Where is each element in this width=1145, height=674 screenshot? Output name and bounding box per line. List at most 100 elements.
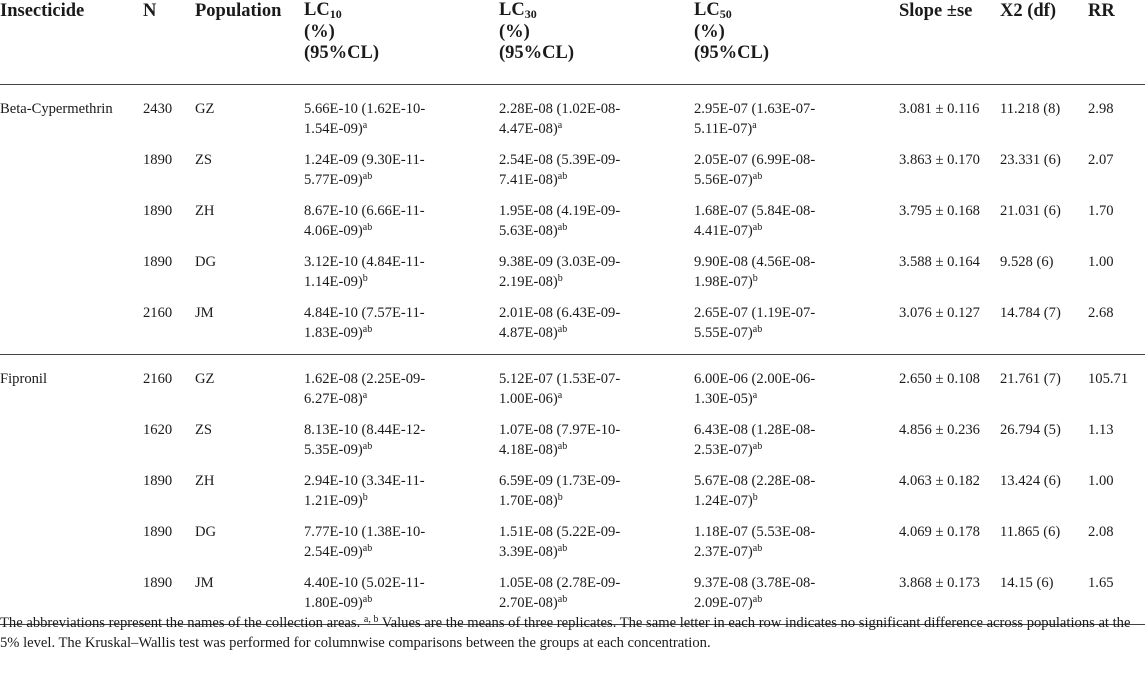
lc30-value: 2.01E-08 (6.43E-09- 4.87E-08)ab	[499, 303, 657, 343]
cell-insecticide	[0, 190, 143, 241]
cell-lc10: 3.12E-10 (4.84E-11- 1.14E-09)b	[304, 241, 499, 292]
header-x2: X2 (df)	[1000, 0, 1088, 85]
cell-lc10: 1.62E-08 (2.25E-09- 6.27E-08)a	[304, 355, 499, 410]
lc30-significance: a	[557, 390, 563, 401]
cell-slope: 3.863 ± 0.170	[899, 152, 980, 168]
lc10-line1: 7.77E-10 (1.38E-10-	[304, 524, 426, 540]
lc50-value: 6.43E-08 (1.28E-08- 2.53E-07)ab	[694, 420, 852, 460]
table-row: 1890 ZH 2.94E-10 (3.34E-11- 1.21E-09)b 6.59…	[0, 460, 1145, 511]
lc50-significance: ab	[752, 222, 763, 233]
table-row: 2160 JM 4.84E-10 (7.57E-11- 1.83E-09)ab 2.0…	[0, 292, 1145, 355]
lc50-line1: 2.65E-07 (1.19E-07-	[694, 305, 816, 321]
cell-rr: 1.70	[1088, 203, 1114, 219]
footnote-part1: The abbreviations represent the names of…	[0, 615, 361, 631]
lc10-value: 1.24E-09 (9.30E-11- 5.77E-09)ab	[304, 150, 462, 190]
cell-n: 1890	[143, 152, 173, 168]
lc30-value: 1.07E-08 (7.97E-10- 4.18E-08)ab	[499, 420, 657, 460]
lc30-line1: 1.95E-08 (4.19E-09-	[499, 203, 621, 219]
lc10-value: 4.84E-10 (7.57E-11- 1.83E-09)ab	[304, 303, 462, 343]
header-insecticide: Insecticide	[0, 0, 143, 85]
cell-population: GZ	[195, 371, 215, 387]
cell-population: JM	[195, 292, 304, 355]
cell-x2: 13.424 (6)	[1000, 473, 1061, 489]
cell-insecticide	[0, 139, 143, 190]
lc10-line1: 2.94E-10 (3.34E-11-	[304, 473, 425, 489]
cell-lc30: 2.54E-08 (5.39E-09- 7.41E-08)ab	[499, 139, 694, 190]
lc10-line1: 4.84E-10 (7.57E-11-	[304, 305, 425, 321]
lc50-value: 9.90E-08 (4.56E-08- 1.98E-07)b	[694, 252, 852, 292]
cell-lc50: 5.67E-08 (2.28E-08- 1.24E-07)b	[694, 460, 899, 511]
cell-lc50: 2.65E-07 (1.19E-07- 5.55E-07)ab	[694, 292, 899, 355]
lc30-line1: 2.01E-08 (6.43E-09-	[499, 305, 621, 321]
toxicity-table: Insecticide N Population LC10 (%) (95%CL…	[0, 0, 1145, 625]
table-row: 1890 DG 3.12E-10 (4.84E-11- 1.14E-09)b 9.38…	[0, 241, 1145, 292]
cell-slope: 3.868 ± 0.173	[899, 562, 1000, 625]
lc10-value: 2.94E-10 (3.34E-11- 1.21E-09)b	[304, 471, 462, 511]
cell-lc30: 9.38E-09 (3.03E-09- 2.19E-08)b	[499, 241, 694, 292]
cell-population: ZH	[195, 203, 215, 219]
header-n: N	[143, 0, 195, 85]
lc10-significance: ab	[362, 594, 373, 605]
lc10-value: 8.67E-10 (6.66E-11- 4.06E-09)ab	[304, 201, 462, 241]
table-row: 1890 ZH 8.67E-10 (6.66E-11- 4.06E-09)ab 1.9…	[0, 190, 1145, 241]
lc10-line2: 1.14E-09)	[304, 274, 363, 290]
cell-slope: 3.588 ± 0.164	[899, 254, 980, 270]
table-body: Beta-Cypermethrin 2430 GZ 5.66E-10 (1.62E-1…	[0, 85, 1145, 625]
lc50-significance: ab	[752, 171, 763, 182]
cell-x2: 21.761 (7)	[1000, 371, 1061, 387]
lc50-value: 2.05E-07 (6.99E-08- 5.56E-07)ab	[694, 150, 852, 190]
lc30-line2: 2.70E-08)	[499, 595, 558, 611]
lc30-significance: ab	[557, 324, 568, 335]
cell-population: DG	[195, 254, 217, 270]
cell-insecticide	[0, 241, 143, 292]
cell-rr: 2.98	[1088, 101, 1114, 117]
cell-lc10: 1.24E-09 (9.30E-11- 5.77E-09)ab	[304, 139, 499, 190]
lc50-value: 5.67E-08 (2.28E-08- 1.24E-07)b	[694, 471, 852, 511]
lc50-value: 6.00E-06 (2.00E-06- 1.30E-05)a	[694, 369, 852, 409]
lc30-significance: ab	[557, 594, 568, 605]
lc30-line1: 1.07E-08 (7.97E-10-	[499, 422, 621, 438]
lc50-line2: 2.37E-07)	[694, 544, 753, 560]
lc10-significance: ab	[362, 543, 373, 554]
lc50-line1: 2.05E-07 (6.99E-08-	[694, 152, 816, 168]
cell-rr: 2.07	[1088, 152, 1114, 168]
lc30-value: 5.12E-07 (1.53E-07- 1.00E-06)a	[499, 369, 657, 409]
lc10-significance: ab	[362, 441, 373, 452]
lc50-line2: 5.11E-07)	[694, 121, 753, 137]
cell-x2: 9.528 (6)	[1000, 254, 1054, 270]
lc30-value: 9.38E-09 (3.03E-09- 2.19E-08)b	[499, 252, 657, 292]
cell-slope: 3.795 ± 0.168	[899, 203, 980, 219]
lc50-line2: 1.30E-05)	[694, 391, 753, 407]
lc30-line2: 3.39E-08)	[499, 544, 558, 560]
lc50-significance: b	[752, 273, 758, 284]
lc10-line2: 4.06E-09)	[304, 223, 363, 239]
lc30-significance: b	[557, 492, 563, 503]
lc10-significance: a	[362, 120, 368, 131]
lc30-significance: ab	[557, 441, 568, 452]
lc10-line2: 1.83E-09)	[304, 325, 363, 341]
lc50-value: 1.68E-07 (5.84E-08- 4.41E-07)ab	[694, 201, 852, 241]
lc50-significance: ab	[752, 594, 763, 605]
cell-rr: 2.68	[1088, 292, 1145, 355]
cell-lc10: 7.77E-10 (1.38E-10- 2.54E-09)ab	[304, 511, 499, 562]
lc50-value: 2.95E-07 (1.63E-07- 5.11E-07)a	[694, 99, 852, 139]
cell-population: GZ	[195, 101, 215, 117]
header-slope: Slope ±se	[899, 0, 1000, 85]
lc10-line1: 1.62E-08 (2.25E-09-	[304, 371, 426, 387]
header-population: Population	[195, 0, 304, 85]
cell-x2: 11.865 (6)	[1000, 524, 1061, 540]
footnote-sup: a, b	[363, 614, 379, 625]
lc50-line1: 9.37E-08 (3.78E-08-	[694, 575, 816, 591]
cell-insecticide	[0, 292, 143, 355]
cell-lc30: 6.59E-09 (1.73E-09- 1.70E-08)b	[499, 460, 694, 511]
lc10-significance: ab	[362, 222, 373, 233]
lc30-value: 1.51E-08 (5.22E-09- 3.39E-08)ab	[499, 522, 657, 562]
cell-insecticide	[0, 460, 143, 511]
cell-lc50: 2.05E-07 (6.99E-08- 5.56E-07)ab	[694, 139, 899, 190]
cell-rr: 2.08	[1088, 524, 1114, 540]
cell-n: 1620	[143, 422, 173, 438]
lc50-line2: 2.09E-07)	[694, 595, 753, 611]
lc30-value: 6.59E-09 (1.73E-09- 1.70E-08)b	[499, 471, 657, 511]
header-lc30: LC30 (%) (95%CL)	[499, 0, 694, 85]
lc10-value: 5.66E-10 (1.62E-10- 1.54E-09)a	[304, 99, 462, 139]
